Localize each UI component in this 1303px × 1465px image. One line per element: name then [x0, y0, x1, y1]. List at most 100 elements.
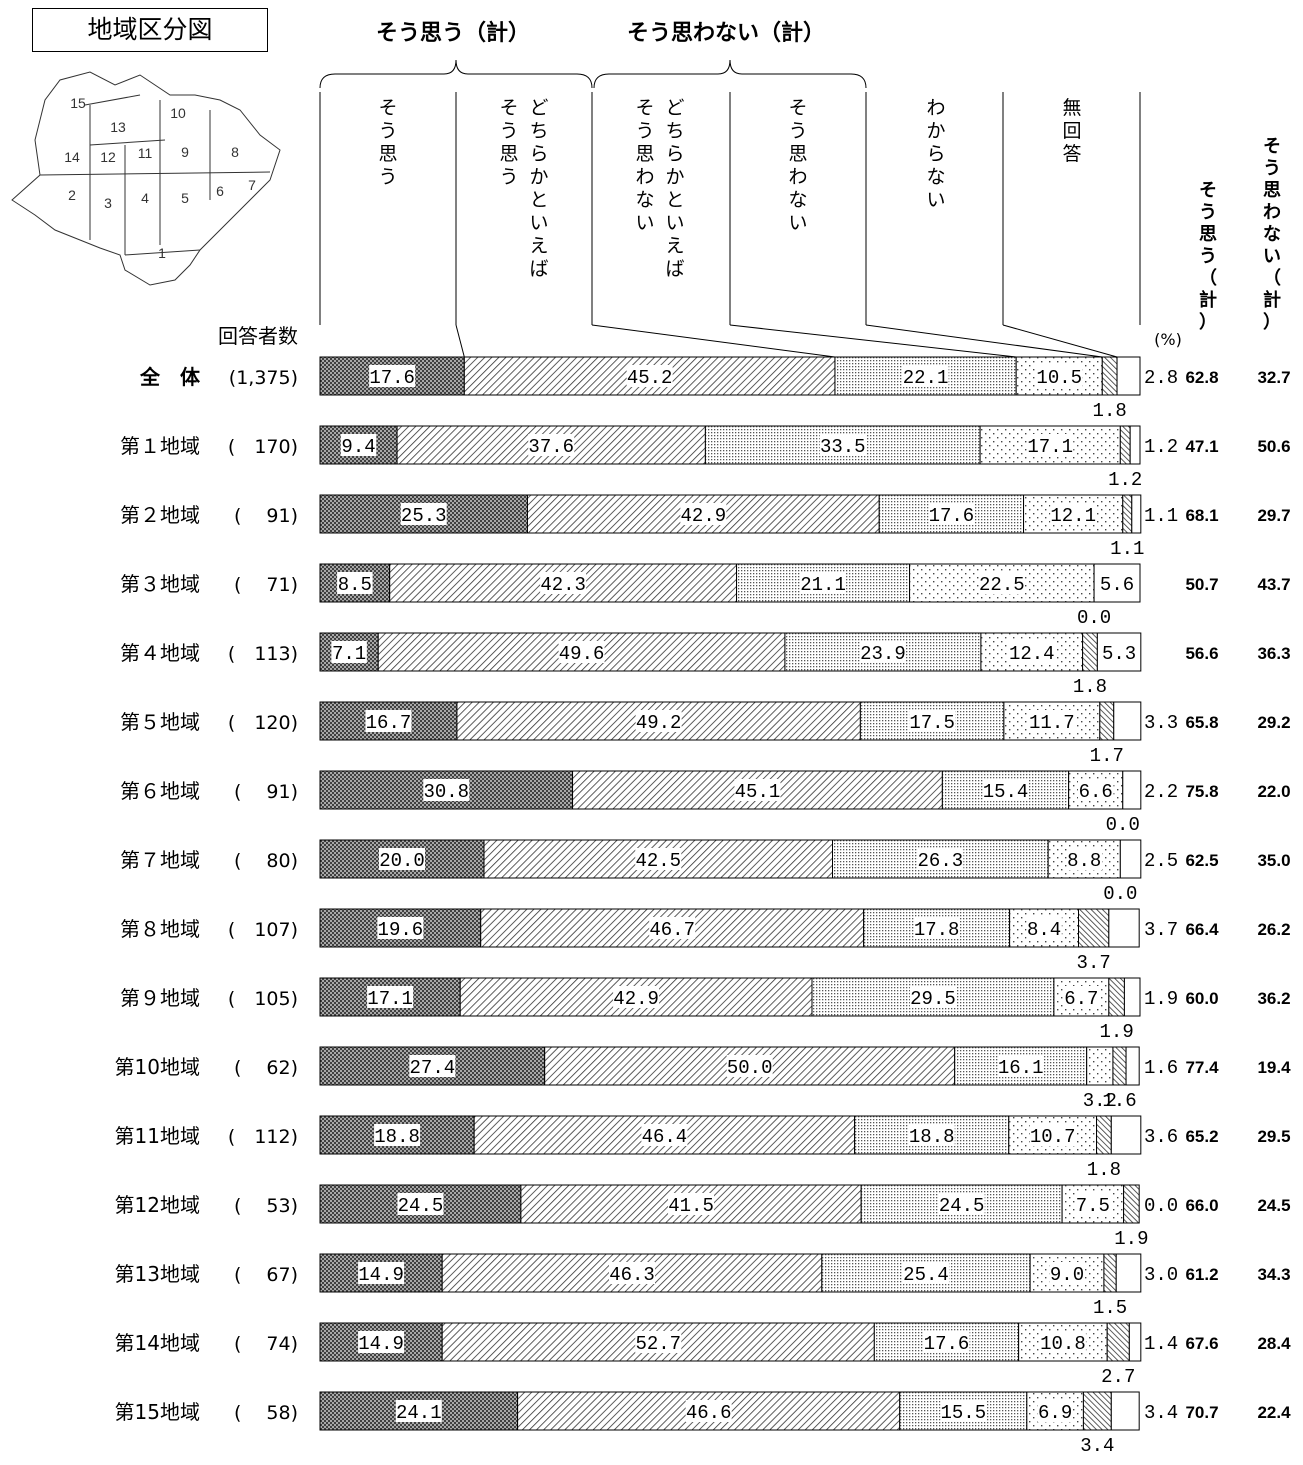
value-label: 15.5	[940, 1402, 986, 1424]
value-label: 1.6	[1144, 1057, 1178, 1079]
value-label: 22.5	[979, 574, 1025, 596]
value-label-bg	[940, 1400, 987, 1422]
header-char: か	[665, 166, 684, 188]
value-label-bg	[635, 848, 682, 870]
value-label-bg	[340, 434, 377, 456]
header-char: と	[665, 189, 684, 211]
value-label: 2.5	[1144, 850, 1178, 872]
row-count: ( 53)	[234, 1195, 298, 1217]
value-label-bg	[1049, 1262, 1085, 1284]
value-label: 5.6	[1100, 574, 1134, 596]
value-label-bg	[928, 503, 975, 525]
value-label-bg	[423, 779, 470, 801]
value-label-bg	[680, 503, 727, 525]
header-char: え	[529, 235, 548, 257]
row-label: 第４地域	[120, 641, 200, 665]
header-char: 思	[1263, 180, 1281, 201]
value-label-bg	[337, 572, 373, 594]
value-label-bg	[395, 1400, 442, 1422]
row-label: 第12地域	[115, 1193, 200, 1217]
row-label: 第15地域	[115, 1400, 200, 1424]
total-disagree: 29.7	[1257, 506, 1290, 525]
col-header-2a: そう思う	[499, 97, 518, 188]
value-label: 18.8	[909, 1126, 955, 1148]
row-label: 第６地域	[120, 779, 200, 803]
value-label-bg	[358, 1262, 405, 1284]
header-char: 思	[635, 143, 654, 165]
row-count: ( 170)	[228, 436, 298, 458]
value-label: 9.0	[1050, 1264, 1084, 1286]
row-label: 第３地域	[120, 572, 200, 596]
value-label-bg	[1036, 365, 1083, 387]
header-char: （	[1263, 268, 1281, 289]
value-label: 46.4	[642, 1126, 688, 1148]
header-char: 思	[378, 143, 397, 165]
value-label: 46.7	[649, 919, 695, 941]
header-char: う	[499, 166, 518, 188]
value-label: 42.9	[613, 988, 659, 1010]
bar-segment	[1116, 356, 1141, 396]
header-connector	[455, 324, 465, 358]
header-char: い	[635, 212, 654, 234]
row-count: ( 62)	[234, 1057, 298, 1079]
row-count: ( 58)	[234, 1402, 298, 1424]
header-char: ）	[1263, 312, 1281, 333]
bar-segment	[1113, 701, 1142, 741]
header-connector	[729, 324, 1017, 358]
value-label-bg	[377, 917, 424, 939]
value-label: 41.5	[668, 1195, 714, 1217]
header-char: う	[635, 120, 654, 142]
header-char: ば	[665, 258, 684, 280]
row-count: (1,375)	[229, 367, 298, 389]
row-label: 第１地域	[120, 434, 200, 458]
bar-segment	[1108, 908, 1140, 948]
value-label-bg	[1099, 572, 1135, 594]
total-agree: 68.1	[1185, 506, 1218, 525]
value-label: 9.4	[341, 436, 375, 458]
value-label: 17.6	[929, 505, 975, 527]
header-char: そ	[1263, 136, 1281, 157]
value-label: 1.7	[1090, 745, 1124, 767]
value-label-bg	[1029, 1124, 1076, 1146]
bar-row: 第８地域 ( 107) 19.6 46.7 17.8 8.4 3.7 3.7 66.4 26.2	[120, 908, 1291, 974]
total-agree: 70.7	[1185, 1403, 1218, 1422]
value-label: 3.7	[1144, 919, 1178, 941]
header-char: ）	[1199, 312, 1217, 333]
header-char: わ	[635, 166, 654, 188]
header-char: そ	[635, 97, 654, 119]
total-disagree: 24.5	[1257, 1196, 1290, 1215]
row-label: 全 体	[139, 365, 201, 389]
header-char: か	[926, 120, 945, 142]
value-label: 46.3	[609, 1264, 655, 1286]
value-label-bg	[909, 710, 956, 732]
bar-segment	[1119, 839, 1142, 879]
value-label-bg	[379, 848, 425, 870]
value-label-bg	[358, 1331, 405, 1353]
header-char: 思	[1199, 224, 1217, 245]
bar-segment	[863, 908, 1011, 948]
map-region-label: 2	[68, 187, 76, 203]
row-count: ( 105)	[228, 988, 298, 1010]
value-label: 2.8	[1144, 367, 1178, 389]
value-label: 10.5	[1036, 367, 1082, 389]
value-label-bg	[1037, 1400, 1073, 1422]
value-label: 1.8	[1073, 676, 1107, 698]
value-label: 3.7	[1077, 952, 1111, 974]
row-count: ( 91)	[234, 781, 298, 803]
header-char: と	[529, 189, 548, 211]
value-label-bg	[528, 434, 575, 456]
value-label-bg	[997, 1055, 1044, 1077]
total-agree: 56.6	[1185, 644, 1218, 663]
total-agree: 50.7	[1185, 575, 1218, 594]
value-label: 15.4	[983, 781, 1029, 803]
value-label-bg	[917, 848, 964, 870]
value-label: 1.2	[1108, 469, 1142, 491]
total-agree: 77.4	[1185, 1058, 1219, 1077]
total-disagree: 29.2	[1257, 713, 1290, 732]
value-label: 16.1	[998, 1057, 1044, 1079]
value-label: 8.5	[338, 574, 372, 596]
value-label-bg	[982, 779, 1029, 801]
total-agree: 66.4	[1185, 920, 1219, 939]
